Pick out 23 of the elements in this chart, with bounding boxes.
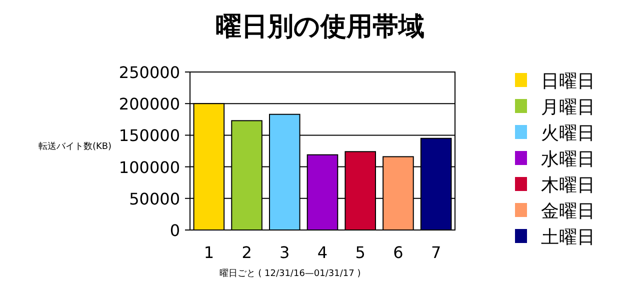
- x-tick-label: 1: [204, 243, 214, 262]
- legend-label: 金曜日: [541, 201, 595, 222]
- y-tick-label: 250000: [118, 63, 180, 82]
- y-tick-label: 200000: [118, 94, 180, 114]
- legend-label: 火曜日: [541, 123, 595, 144]
- y-tick-label: 50000: [129, 189, 180, 208]
- legend-label: 月曜日: [541, 97, 595, 118]
- x-axis-title: 曜日ごと ( 12/31/16—01/31/17 ): [219, 268, 361, 279]
- y-axis-title: 転送バイト数(KB): [38, 141, 112, 152]
- legend-label: 木曜日: [541, 175, 595, 196]
- chart-title: 曜日別の使用帯域: [216, 12, 424, 42]
- legend-label: 日曜日: [541, 71, 595, 92]
- legend-label: 水曜日: [541, 149, 595, 170]
- x-tick-label: 6: [393, 243, 404, 262]
- x-tick-label: 4: [317, 243, 328, 262]
- x-tick-label: 5: [355, 243, 366, 262]
- y-tick-label: 0: [170, 221, 180, 240]
- legend-label: 土曜日: [541, 227, 595, 248]
- y-tick-label: 150000: [118, 126, 180, 146]
- x-tick-label: 7: [430, 243, 442, 262]
- x-tick-label: 3: [280, 243, 290, 262]
- y-tick-label: 100000: [118, 158, 180, 177]
- x-tick-label: 2: [242, 243, 252, 262]
